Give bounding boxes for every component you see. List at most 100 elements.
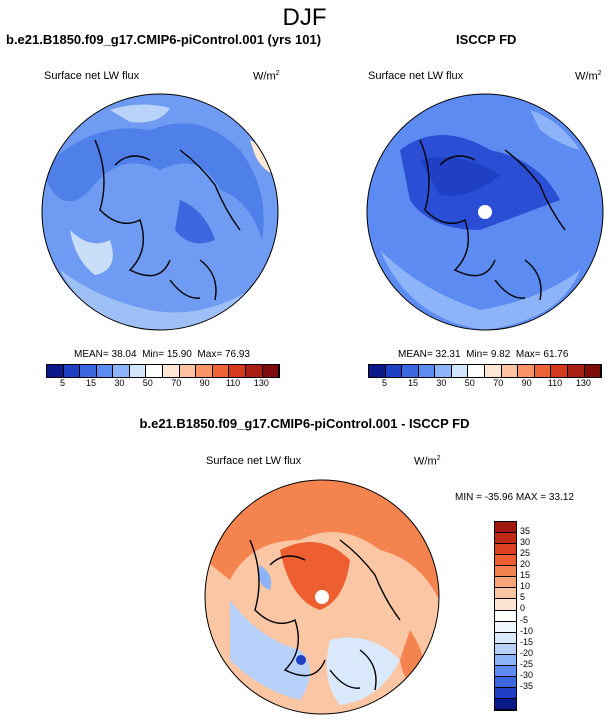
colorbar-tick-label: -35 (520, 680, 534, 691)
colorbar-swatch (495, 665, 516, 677)
colorbar-swatch (495, 621, 516, 633)
panel-diff-units: W/m2 (414, 455, 441, 468)
colorbar-swatch (518, 365, 535, 377)
colorbar-swatch (435, 365, 452, 377)
colorbar-tick-label: -25 (520, 658, 534, 669)
panel-model-colorbar-ticks: 5 15 30 50 70 90 110 130 (46, 378, 278, 390)
obs-map-region (420, 157, 500, 196)
colorbar-swatch (163, 365, 180, 377)
panel-obs-variable: Surface net LW flux (368, 70, 464, 82)
colorbar-tick-label: 70 (493, 378, 504, 388)
diff-map-region (280, 542, 350, 610)
model-map-region (70, 230, 113, 275)
colorbar-tick-label: 70 (171, 378, 182, 388)
colorbar-swatch (495, 643, 516, 655)
colorbar-swatch (179, 365, 197, 377)
model-map-region (60, 270, 250, 330)
panel-model-title: b.e21.B1850.f09_g17.CMIP6-piControl.001 … (6, 32, 322, 47)
colorbar-tick-label: 20 (520, 559, 531, 570)
panel-obs-colorbar (368, 364, 602, 378)
colorbar-tick-label: 15 (520, 570, 531, 581)
panel-model-stats: MEAN= 38.04 Min= 15.90 Max= 76.93 (74, 349, 250, 360)
colorbar-swatch (146, 365, 164, 377)
colorbar-swatch (495, 588, 516, 600)
colorbar-swatch (567, 365, 585, 377)
colorbar-tick-label: 0 (520, 603, 526, 614)
colorbar-tick-label: -20 (520, 647, 534, 658)
colorbar-swatch (495, 577, 516, 589)
diff-map-pole-gap (315, 590, 329, 604)
diff-map-region (326, 637, 400, 705)
colorbar-swatch (47, 365, 64, 377)
colorbar-tick-label: 130 (575, 378, 591, 388)
panel-model-units: W/m2 (253, 70, 280, 83)
model-map (42, 94, 278, 330)
colorbar-tick-label: 25 (520, 548, 531, 559)
colorbar-tick-label: 15 (85, 378, 96, 388)
colorbar-swatch (245, 365, 263, 377)
diff-map-border (204, 479, 440, 715)
obs-map-region (530, 110, 580, 150)
diff-map-coastlines (249, 539, 401, 691)
panel-model-variable: Surface net LW flux (44, 70, 140, 82)
model-map-border (41, 93, 279, 331)
diff-map-field (205, 480, 439, 714)
colorbar-swatch (495, 555, 516, 567)
page-title: DJF (282, 4, 327, 31)
colorbar-swatch (495, 654, 516, 666)
diff-map-region (230, 600, 310, 700)
diff-map-region (296, 655, 306, 665)
colorbar-tick-label: 130 (253, 378, 269, 388)
colorbar-swatch (495, 566, 516, 578)
colorbar-swatch (495, 687, 516, 699)
panel-diff-colorbar (494, 521, 517, 711)
colorbar-tick-label: 5 (382, 378, 388, 388)
colorbar-swatch (451, 365, 469, 377)
obs-map-border (366, 93, 604, 331)
colorbar-swatch (495, 699, 516, 711)
colorbar-swatch (584, 365, 602, 377)
colorbar-swatch (229, 365, 246, 377)
colorbar-swatch (212, 365, 230, 377)
obs-map-coastlines (419, 139, 566, 301)
colorbar-swatch (369, 365, 386, 377)
colorbar-swatch (495, 632, 516, 644)
model-map-coastlines (94, 139, 241, 301)
colorbar-tick-label: 50 (464, 378, 475, 388)
colorbar-tick-label: 10 (520, 581, 531, 592)
colorbar-tick-label: -15 (520, 636, 534, 647)
colorbar-swatch (501, 365, 519, 377)
colorbar-swatch (534, 365, 552, 377)
colorbar-tick-label: 90 (199, 378, 210, 388)
model-map-region (110, 104, 170, 123)
panel-diff-minmax: MIN = -35.96 MAX = 33.12 (455, 492, 574, 503)
colorbar-tick-label: 30 (520, 537, 531, 548)
colorbar-tick-label: 110 (225, 378, 241, 388)
obs-map-field (367, 94, 603, 330)
model-map-field (42, 94, 278, 330)
colorbar-tick-label: 110 (547, 378, 563, 388)
panel-model-colorbar (46, 364, 280, 378)
colorbar-swatch (495, 544, 516, 556)
colorbar-tick-label: 30 (436, 378, 447, 388)
colorbar-swatch (495, 533, 516, 545)
colorbar-tick-label: 90 (521, 378, 532, 388)
colorbar-swatch (402, 365, 419, 377)
diff-map-region (205, 480, 439, 600)
panel-obs-units: W/m2 (575, 70, 602, 83)
panel-obs-colorbar-ticks: 5 15 30 50 70 90 110 130 (368, 378, 600, 390)
colorbar-swatch (495, 599, 516, 611)
colorbar-swatch (495, 522, 516, 534)
colorbar-swatch (63, 365, 81, 377)
colorbar-tick-label: 5 (520, 592, 526, 603)
panel-diff-colorbar-ticks: 35 30 25 20 15 10 5 0 -5 -10 -15 -20 -25 -30 -35 (520, 521, 560, 709)
colorbar-tick-label: -10 (520, 625, 534, 636)
colorbar-swatch (418, 365, 436, 377)
colorbar-swatch (113, 365, 130, 377)
colorbar-tick-label: 15 (407, 378, 418, 388)
model-map-region (175, 200, 215, 244)
colorbar-swatch (196, 365, 213, 377)
colorbar-tick-label: -30 (520, 669, 534, 680)
obs-map (367, 94, 603, 330)
obs-map-region (400, 135, 560, 230)
